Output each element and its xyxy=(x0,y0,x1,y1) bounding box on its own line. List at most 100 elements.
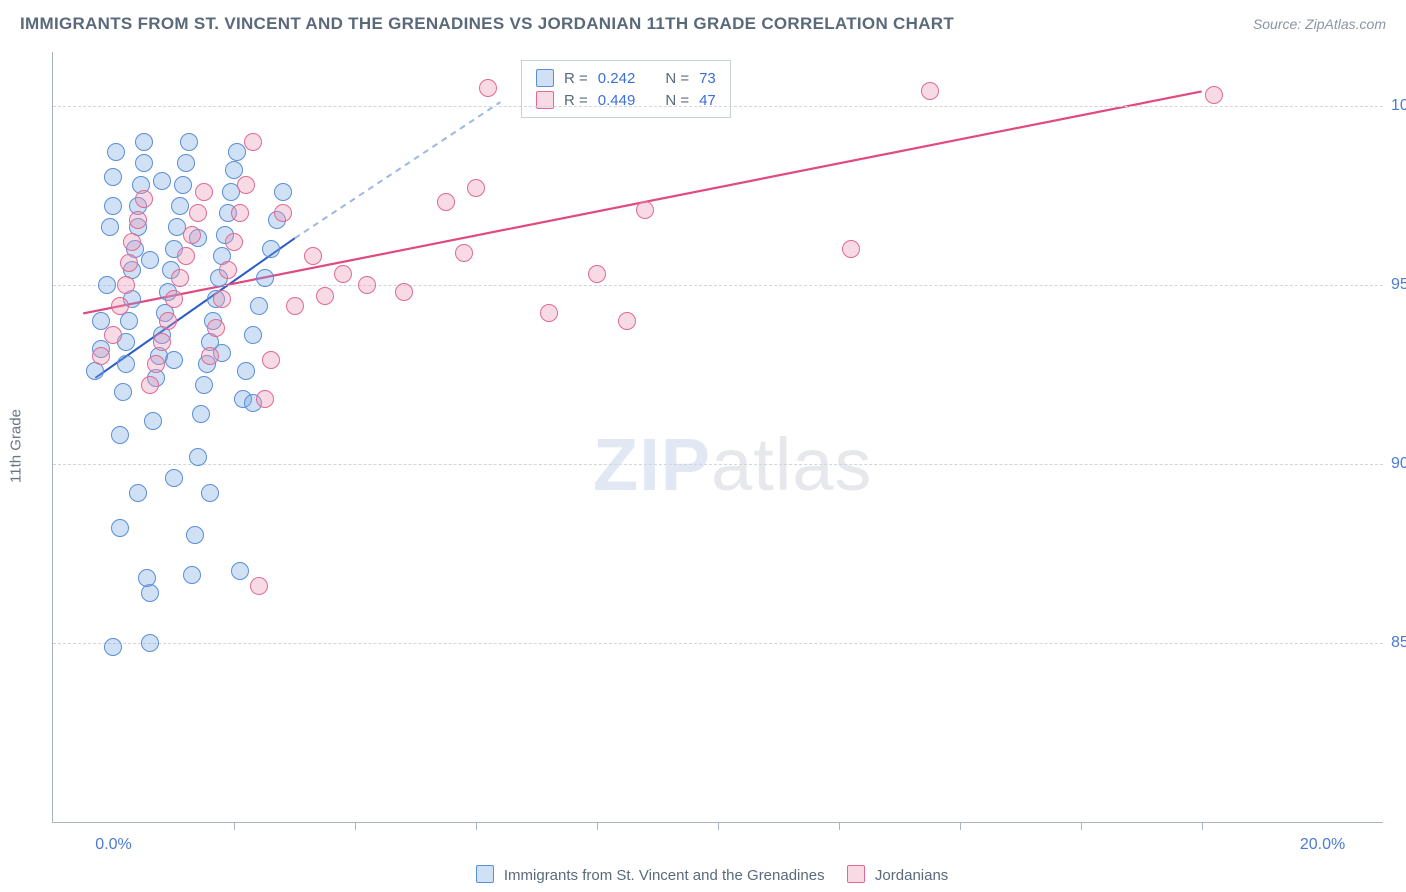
x-minor-tick xyxy=(234,822,235,830)
data-point xyxy=(180,133,198,151)
data-point xyxy=(244,133,262,151)
data-point xyxy=(618,312,636,330)
data-point xyxy=(189,204,207,222)
data-point xyxy=(144,412,162,430)
data-point xyxy=(316,287,334,305)
y-tick-label: 85.0% xyxy=(1391,634,1406,652)
data-point xyxy=(98,276,116,294)
data-point xyxy=(186,526,204,544)
x-tick-label: 0.0% xyxy=(95,836,131,854)
data-point xyxy=(195,183,213,201)
data-point xyxy=(141,376,159,394)
data-point xyxy=(111,426,129,444)
data-point xyxy=(104,168,122,186)
data-point xyxy=(636,201,654,219)
x-minor-tick xyxy=(718,822,719,830)
data-point xyxy=(262,240,280,258)
source-attribution: Source: ZipAtlas.com xyxy=(1253,16,1386,32)
data-point xyxy=(256,269,274,287)
data-point xyxy=(262,351,280,369)
correlation-legend: R =0.242N =73R =0.449N =47 xyxy=(521,60,731,118)
data-point xyxy=(117,276,135,294)
data-point xyxy=(153,172,171,190)
y-axis-title: 11th Grade xyxy=(8,409,25,483)
data-point xyxy=(467,179,485,197)
legend-label-2: Jordanians xyxy=(875,867,948,884)
data-point xyxy=(256,390,274,408)
data-point xyxy=(540,304,558,322)
data-point xyxy=(274,204,292,222)
data-point xyxy=(111,519,129,537)
x-tick-label: 20.0% xyxy=(1300,836,1345,854)
data-point xyxy=(177,154,195,172)
x-minor-tick xyxy=(355,822,356,830)
data-point xyxy=(120,254,138,272)
gridline-h xyxy=(53,285,1383,286)
data-point xyxy=(177,247,195,265)
data-point xyxy=(304,247,322,265)
x-minor-tick xyxy=(1081,822,1082,830)
data-point xyxy=(135,190,153,208)
data-point xyxy=(189,448,207,466)
data-point xyxy=(104,326,122,344)
data-point xyxy=(274,183,292,201)
data-point xyxy=(141,634,159,652)
data-point xyxy=(165,469,183,487)
legend-swatch-2 xyxy=(847,865,865,883)
data-point xyxy=(358,276,376,294)
data-point xyxy=(250,297,268,315)
data-point xyxy=(201,347,219,365)
data-point xyxy=(921,82,939,100)
y-tick-label: 100.0% xyxy=(1391,97,1406,115)
data-point xyxy=(237,362,255,380)
data-point xyxy=(135,154,153,172)
data-point xyxy=(192,405,210,423)
data-point xyxy=(135,133,153,151)
legend-swatch xyxy=(536,69,554,87)
data-point xyxy=(207,319,225,337)
x-minor-tick xyxy=(597,822,598,830)
data-point xyxy=(183,226,201,244)
gridline-h xyxy=(53,643,1383,644)
data-point xyxy=(225,233,243,251)
data-point xyxy=(114,383,132,401)
x-minor-tick xyxy=(839,822,840,830)
data-point xyxy=(101,218,119,236)
data-point xyxy=(237,176,255,194)
legend-r-label: R = xyxy=(564,70,588,87)
legend-label-1: Immigrants from St. Vincent and the Gren… xyxy=(504,867,825,884)
data-point xyxy=(244,326,262,344)
data-point xyxy=(171,197,189,215)
data-point xyxy=(231,204,249,222)
y-tick-label: 95.0% xyxy=(1391,276,1406,294)
data-point xyxy=(104,197,122,215)
x-minor-tick xyxy=(1202,822,1203,830)
gridline-h xyxy=(53,464,1383,465)
data-point xyxy=(138,569,156,587)
data-point xyxy=(842,240,860,258)
data-point xyxy=(159,312,177,330)
data-point xyxy=(250,577,268,595)
data-point xyxy=(174,176,192,194)
data-point xyxy=(334,265,352,283)
data-point xyxy=(104,638,122,656)
data-point xyxy=(231,562,249,580)
scatter-chart: R =0.242N =73R =0.449N =47 ZIPatlas 85.0… xyxy=(52,52,1383,823)
data-point xyxy=(153,333,171,351)
data-point xyxy=(1205,86,1223,104)
data-point xyxy=(395,283,413,301)
data-point xyxy=(147,355,165,373)
legend-r-value: 0.242 xyxy=(598,70,636,87)
data-point xyxy=(201,484,219,502)
data-point xyxy=(92,347,110,365)
legend-swatch-1 xyxy=(476,865,494,883)
legend-row: R =0.449N =47 xyxy=(536,89,716,111)
data-point xyxy=(195,376,213,394)
data-point xyxy=(165,290,183,308)
data-point xyxy=(437,193,455,211)
data-point xyxy=(165,351,183,369)
data-point xyxy=(286,297,304,315)
x-minor-tick xyxy=(960,822,961,830)
legend-row: R =0.242N =73 xyxy=(536,67,716,89)
legend-n-label: N = xyxy=(665,70,689,87)
